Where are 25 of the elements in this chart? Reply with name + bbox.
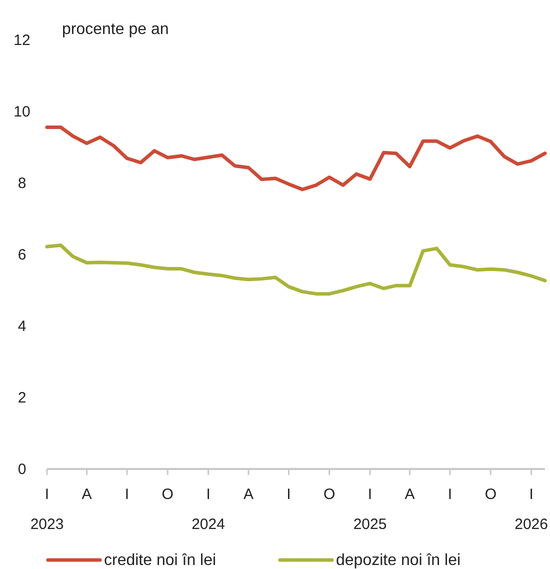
y-tick-label: 4 xyxy=(18,318,26,335)
x-tick-label: I 2023 xyxy=(30,486,64,533)
y-tick-label: 12 xyxy=(14,32,30,49)
y-tick-label: 10 xyxy=(14,104,30,120)
x-tick-label: I xyxy=(124,486,130,503)
x-tick-label: I xyxy=(448,486,452,503)
x-tick-label: O xyxy=(324,486,336,503)
x-tick-label: I 2024 xyxy=(192,486,225,533)
x-tick-label: I xyxy=(286,486,291,503)
x-tick-label: I 2025 xyxy=(353,486,387,533)
x-tick-label: A xyxy=(404,486,415,503)
x-tick-label: I 2026 xyxy=(514,486,548,533)
y-tick-label: 2 xyxy=(18,390,26,406)
legend-label: depozite noi în lei xyxy=(336,552,461,569)
legend-label: credite noi în lei xyxy=(104,552,216,569)
x-tick-label: O xyxy=(162,486,174,503)
y-axis-title: procente pe an xyxy=(62,21,169,38)
x-tick-label: A xyxy=(82,486,92,503)
x-tick-label: A xyxy=(243,486,254,503)
line-series xyxy=(45,243,547,296)
y-tick-label: 8 xyxy=(18,175,26,192)
x-tick-label: O xyxy=(484,486,496,503)
line-series xyxy=(45,125,547,192)
y-tick-label: 6 xyxy=(18,246,26,264)
y-tick-label: 0 xyxy=(18,461,26,478)
